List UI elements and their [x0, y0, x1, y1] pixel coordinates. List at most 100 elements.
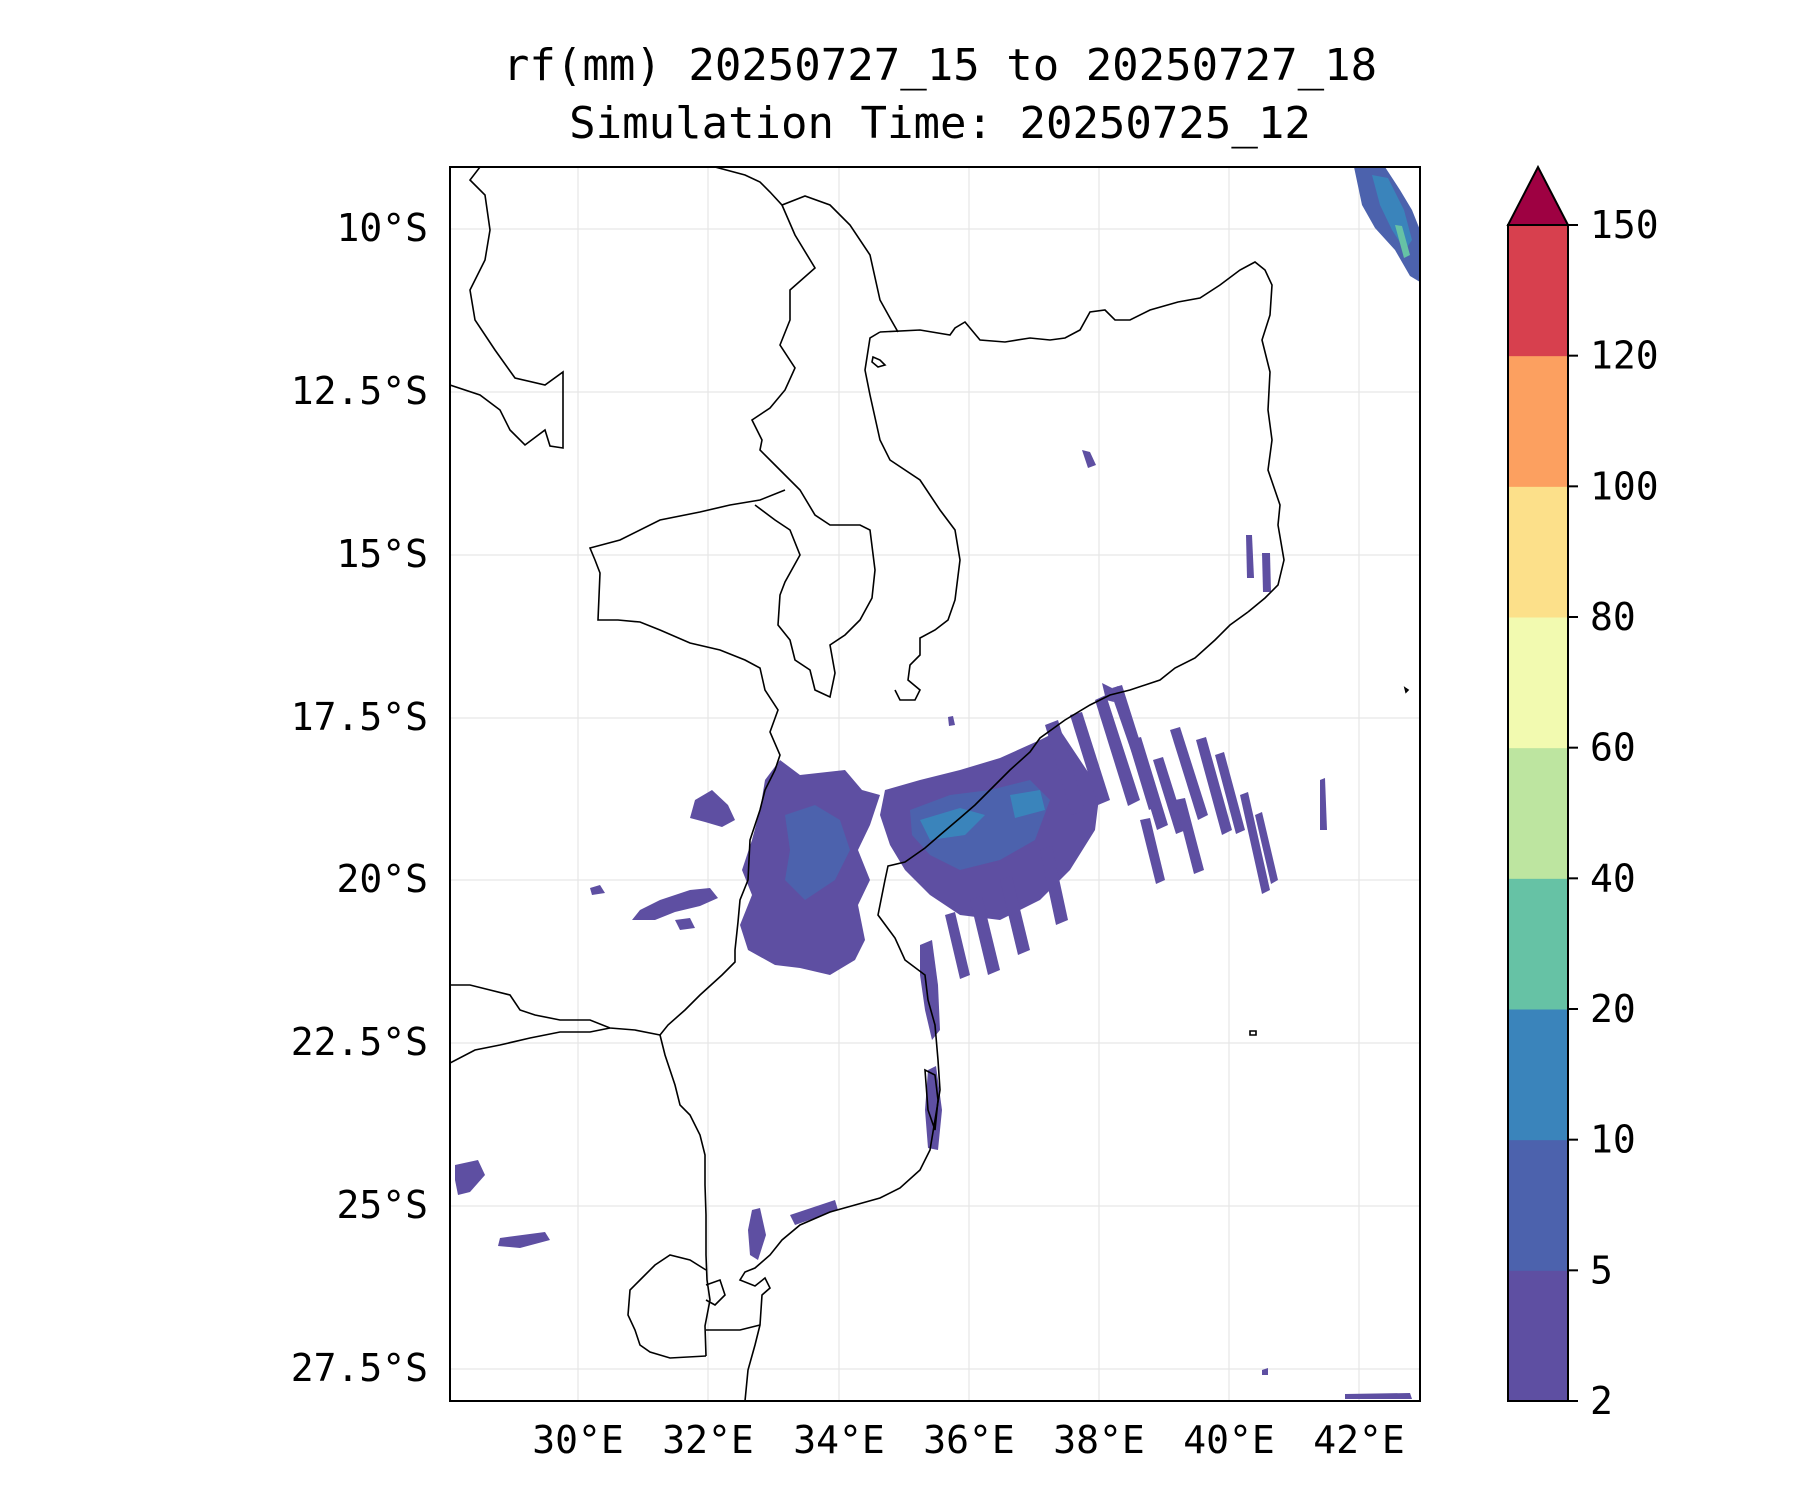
rain-cell-zimbabwe-1	[690, 790, 735, 827]
rain-streak	[1040, 846, 1068, 925]
lon-axis: 30°E 32°E 34°E 36°E 38°E 40°E 42°E	[532, 1418, 1405, 1462]
coastline-bazaruto	[924, 1068, 939, 1131]
rain-streak	[1110, 686, 1143, 762]
lat-tick-label: 22.5°S	[291, 1020, 428, 1064]
colorbar-tick-label: 10	[1590, 1118, 1636, 1162]
rain-cell-inhambane-1	[920, 940, 940, 1040]
rain-cell-small-b	[1320, 778, 1327, 830]
colorbar: 2 5 10 20 40 60 80 100 120 150	[1506, 164, 1659, 1423]
border-zimbabwe-mozambique-south	[659, 809, 761, 1036]
rain-cell-north-1	[1082, 450, 1096, 468]
rain-cell-maputo	[748, 1208, 766, 1260]
map-panel[interactable]	[449, 166, 1421, 1402]
rain-streak	[1070, 712, 1110, 805]
coastline-madagascar-islet	[1403, 686, 1410, 694]
lat-tick-label: 15°S	[336, 532, 428, 576]
rain-peak-sofala-2	[1010, 790, 1045, 818]
colorbar-band	[1508, 1270, 1568, 1402]
rain-streak	[970, 896, 1000, 975]
rain-cell-south-sea	[1345, 1393, 1412, 1399]
lat-tick-label: 17.5°S	[291, 695, 428, 739]
rain-streaks-offshore	[945, 685, 1278, 979]
border-eswatini	[627, 1254, 707, 1359]
rain-cell-17s	[1102, 683, 1114, 702]
colorbar-extend-arrow	[1506, 164, 1570, 226]
rain-cell-north-2	[1246, 535, 1254, 578]
rain-streak	[1255, 812, 1278, 884]
rain-streak	[1153, 757, 1186, 834]
rain-streak	[1000, 876, 1030, 955]
map-frame	[449, 166, 1421, 1402]
border-malawi-mozambique-north	[864, 331, 961, 701]
rain-cell-southwest-2	[498, 1232, 550, 1248]
lon-tick-label: 42°E	[1313, 1418, 1405, 1462]
colorbar-tick-label: 2	[1590, 1379, 1613, 1423]
rain-region-comoros-peak	[1395, 225, 1410, 258]
rain-cell-inhambane-2	[925, 1066, 942, 1150]
coastline-europa-island	[1249, 1030, 1257, 1036]
colorbar-tick-label: 120	[1590, 334, 1659, 378]
rain-streak	[1196, 737, 1232, 835]
border-lesotho-hint	[705, 1278, 726, 1306]
colorbar-tick-label: 5	[1590, 1248, 1613, 1292]
coastlines-and-borders	[450, 167, 1410, 1401]
border-tanzania-mozambique	[879, 261, 1285, 613]
border-south-africa-mozambique	[659, 1034, 711, 1357]
lon-tick-label: 30°E	[532, 1418, 624, 1462]
rain-region-manica-core	[785, 805, 850, 900]
rain-cell-coast-se	[790, 1200, 838, 1225]
rain-streak	[1095, 695, 1140, 806]
rain-cell-south-sea-2	[1262, 1368, 1268, 1375]
rain-streak	[1045, 720, 1085, 815]
border-botswana-south-africa	[450, 1027, 611, 1064]
lat-tick-label: 12.5°S	[291, 369, 428, 413]
colorbar-tick-label: 80	[1590, 595, 1636, 639]
rain-streak	[1140, 818, 1165, 884]
border-zimbabwe-south-africa	[450, 984, 661, 1036]
colorbar-tick-label: 100	[1590, 464, 1659, 508]
lat-axis: 10°S 12.5°S 15°S 17.5°S 20°S 22.5°S 25°S…	[291, 206, 428, 1390]
lat-tick-label: 27.5°S	[291, 1346, 428, 1390]
lat-tick-label: 10°S	[336, 206, 428, 250]
colorbar-tick-label: 20	[1590, 987, 1636, 1031]
rain-cell-small-a	[948, 716, 955, 726]
colorbar-ticks: 2 5 10 20 40 60 80 100 120 150	[1568, 203, 1659, 1423]
rain-streak	[1130, 737, 1168, 830]
colorbar-band	[1508, 1139, 1568, 1271]
colorbar-band	[1508, 1009, 1568, 1141]
lon-tick-label: 38°E	[1053, 1418, 1145, 1462]
map-title-line-2: Simulation Time: 20250725_12	[569, 98, 1311, 149]
coastline-likoma-island	[871, 355, 887, 368]
colorbar-tick-label: 60	[1590, 726, 1636, 770]
border-zambia-mozambique	[588, 489, 786, 811]
colorbar-band	[1508, 747, 1568, 879]
rain-cell-zimbabwe-3	[590, 885, 605, 895]
lon-tick-label: 40°E	[1183, 1418, 1275, 1462]
rain-streak	[1170, 727, 1208, 820]
lat-tick-label: 20°S	[336, 857, 428, 901]
map-title-line-1: rf(mm) 20250727_15 to 20250727_18	[502, 40, 1378, 91]
colorbar-tick-label: 150	[1590, 203, 1659, 247]
rain-streak	[1240, 792, 1270, 894]
rainfall-field	[455, 167, 1420, 1399]
lon-tick-label: 34°E	[793, 1418, 885, 1462]
rain-cell-north-3	[1262, 553, 1271, 592]
colorbar-bands	[1508, 225, 1568, 1402]
coastline-mozambique	[738, 611, 1249, 1401]
rain-streak	[1175, 798, 1204, 874]
rain-cell-southwest-1	[455, 1160, 485, 1195]
rain-streak	[945, 912, 970, 979]
border-zambia-malawi	[750, 204, 876, 699]
colorbar-band	[1508, 486, 1568, 618]
colorbar-frame	[1507, 224, 1569, 1402]
rain-cell-zimbabwe-4	[675, 918, 695, 930]
border-zambia-tanzania	[714, 167, 899, 333]
colorbar-band	[1508, 355, 1568, 487]
colorbar-band	[1508, 225, 1568, 357]
rain-streak	[1215, 752, 1245, 834]
lat-tick-label: 25°S	[336, 1183, 428, 1227]
lon-tick-label: 32°E	[662, 1418, 754, 1462]
rain-cell-zimbabwe-2	[632, 888, 718, 920]
colorbar-band	[1508, 878, 1568, 1010]
border-south-africa-mozambique-south	[706, 1324, 761, 1331]
